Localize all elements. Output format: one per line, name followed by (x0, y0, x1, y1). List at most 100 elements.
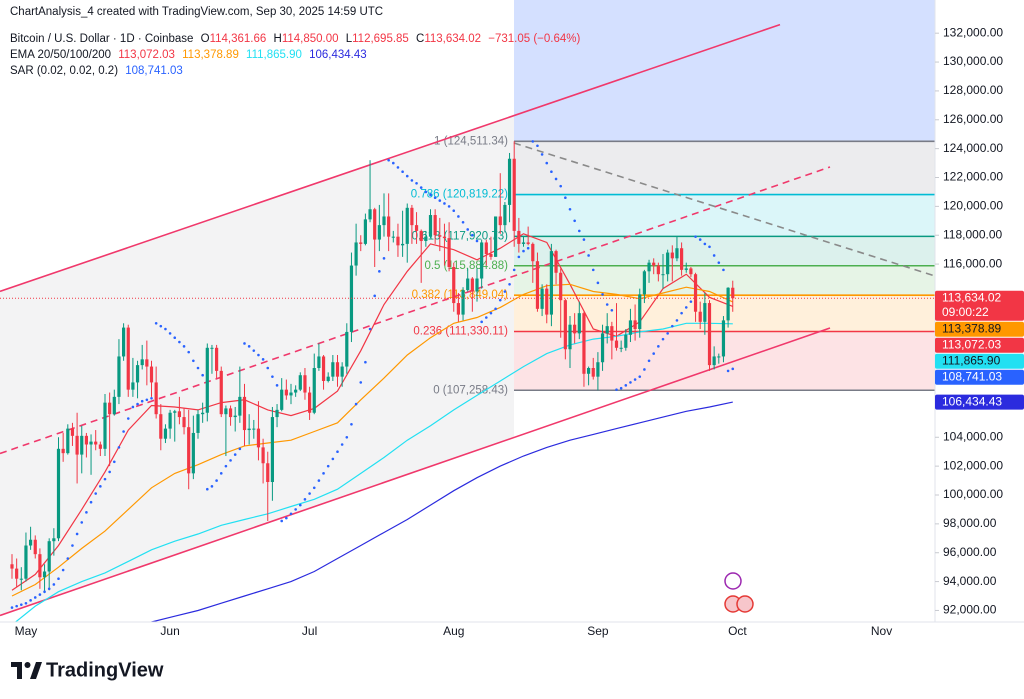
candle-body (280, 389, 284, 410)
sar-dot (178, 340, 181, 344)
sar-dot (126, 417, 130, 420)
candle-body (587, 368, 591, 374)
sar-dot (261, 358, 265, 361)
x-tick-label: Sep (587, 624, 609, 638)
sar-dot (154, 321, 158, 325)
candle-body (442, 236, 447, 239)
sar-dot (373, 294, 377, 298)
y-tick-label: 120,000.00 (943, 199, 1003, 213)
ema-value: 113,072.03 (118, 49, 175, 61)
candle-body (70, 428, 75, 436)
logo: TradingView (11, 659, 164, 681)
ema-value: 113,378.89 (182, 49, 239, 61)
candle-body (122, 327, 126, 357)
sar-dot (392, 161, 395, 165)
legend-sar: SAR (0.02, 0.02, 0.2) 108,741.03 (10, 65, 187, 77)
candle-body (201, 412, 205, 415)
y-tick-label: 94,000.00 (943, 574, 997, 588)
candle-body (108, 402, 112, 415)
sar-dot (331, 457, 335, 461)
sar-dot (489, 311, 493, 315)
price-badge-label: 113,378.89 (942, 321, 1001, 335)
sar-dot (657, 345, 660, 348)
candle-body (168, 412, 172, 429)
candle-body (507, 158, 512, 205)
candle-body (596, 362, 600, 377)
sar-dot (43, 590, 46, 593)
fib-label: 0.5 (115,884.88) (424, 260, 508, 272)
price-badge (935, 394, 1024, 410)
candle-body (359, 242, 363, 244)
sar-dot (285, 516, 288, 520)
sar-dot (24, 601, 28, 605)
candle-body (317, 356, 321, 369)
candle-body (693, 274, 698, 312)
candle-body (149, 366, 154, 383)
watermark: ChartAnalysis_4 created with TradingView… (10, 6, 387, 18)
candle-body (89, 441, 93, 445)
sar-dot (196, 366, 200, 370)
candle-body (410, 207, 414, 226)
candle-body (252, 428, 256, 430)
price-badge (935, 290, 1024, 321)
sar-dot (498, 298, 502, 302)
sar-dot (108, 470, 111, 474)
sar-dot (164, 327, 167, 331)
sar-dot (224, 464, 228, 468)
sar-dot (545, 161, 549, 165)
sar-dot (405, 174, 409, 178)
y-tick-label: 118,000.00 (943, 227, 1002, 241)
sar-dot (429, 193, 432, 197)
candle-body (238, 396, 242, 416)
candle-body (284, 389, 288, 396)
sar-dot (387, 158, 390, 162)
candle-body (554, 251, 558, 273)
sar-dot (698, 238, 702, 241)
x-tick-label: Aug (443, 624, 464, 638)
ohlc-key: O (200, 33, 210, 45)
channel-fill (0, 116, 514, 615)
price-badge (935, 353, 1024, 369)
sar-dot (559, 184, 562, 188)
x-tick-label: Jun (160, 624, 179, 638)
candle-body (619, 347, 623, 349)
ohlc-value: 114,361.66 (209, 33, 267, 45)
sar-dot (303, 498, 307, 501)
sar-dot (312, 486, 316, 490)
sar-dot (47, 587, 51, 591)
candle-body (15, 568, 19, 579)
candle-body (424, 236, 428, 242)
sar-dot (38, 593, 42, 596)
candle-body (419, 230, 423, 242)
sar-dot (480, 320, 483, 324)
y-tick-label: 98,000.00 (943, 516, 997, 530)
y-tick-label: 128,000.00 (943, 83, 1003, 97)
y-tick-label: 92,000.00 (943, 603, 997, 617)
candle-body (368, 209, 372, 220)
sar-dot (150, 397, 153, 400)
candle-body (331, 362, 335, 377)
candle-body (219, 370, 223, 415)
sar-dot (503, 290, 507, 293)
sar-dot (652, 352, 655, 355)
candle-body (228, 408, 233, 418)
sar-dot (345, 435, 349, 439)
candle-body (321, 356, 326, 381)
candle-body (326, 376, 330, 381)
sar-dot (294, 508, 297, 511)
candle-body (145, 359, 149, 367)
sar-dot (173, 336, 177, 339)
candle-body (270, 417, 274, 483)
candle-body (563, 300, 567, 350)
candle-body (312, 368, 316, 413)
fib-label: 0.786 (120,819.22) (411, 189, 508, 201)
candle-body (438, 235, 442, 237)
ema-label: EMA 20/50/100/200 (10, 49, 112, 61)
sar-dot (61, 568, 65, 572)
sar-dot (80, 521, 84, 524)
candle-body (656, 265, 660, 275)
sar-dot (512, 268, 516, 272)
change: −731.05 (−0.64%) (488, 33, 581, 45)
sar-dot (461, 220, 465, 224)
